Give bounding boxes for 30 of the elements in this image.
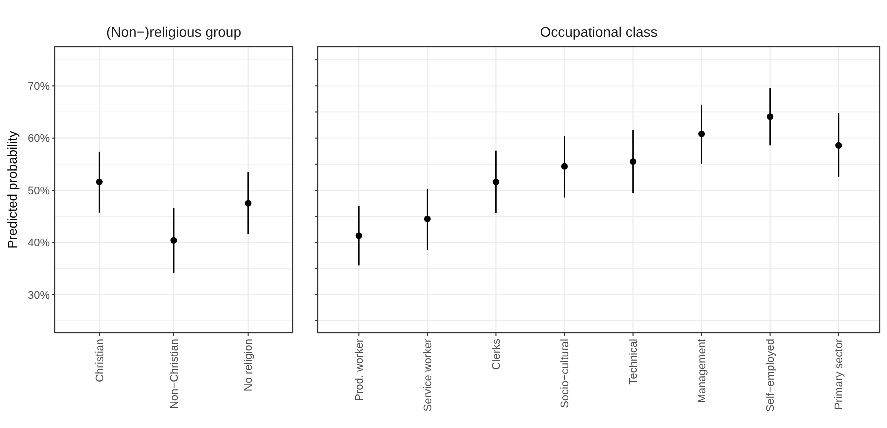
point <box>698 130 706 138</box>
x-tick-label: Socio−cultural <box>560 339 572 408</box>
y-tick-label: 70% <box>28 80 50 93</box>
x-tick-label: No religion <box>243 339 256 392</box>
point <box>561 163 568 170</box>
x-tick-label: Clerks <box>491 338 504 370</box>
point <box>96 178 103 186</box>
x-tick-label: Self−employed <box>765 339 778 412</box>
y-axis-title: Predicted probability <box>5 130 20 249</box>
y-tick-label: 50% <box>28 185 50 198</box>
point <box>356 232 362 240</box>
x-tick-label: Primary sector <box>834 338 846 410</box>
x-tick-label: Prod. worker <box>354 338 366 402</box>
x-tick-label: Service worker <box>422 338 435 412</box>
point <box>245 200 252 207</box>
y-tick-label: 40% <box>28 238 50 250</box>
point <box>630 158 637 166</box>
point <box>767 114 774 120</box>
point <box>492 178 500 186</box>
x-tick-label: Non−Christian <box>168 339 181 410</box>
x-tick-label: Technical <box>628 339 640 385</box>
point <box>170 237 178 244</box>
x-tick-label: Management <box>696 339 709 404</box>
chart-title: (Non−)religious group <box>106 24 242 40</box>
point <box>836 142 842 149</box>
point <box>424 216 431 223</box>
y-tick-label: 30% <box>28 290 50 302</box>
chart-title: Occupational class <box>540 24 658 40</box>
x-tick-label: Christian <box>94 339 106 382</box>
y-tick-label: 60% <box>28 133 50 146</box>
